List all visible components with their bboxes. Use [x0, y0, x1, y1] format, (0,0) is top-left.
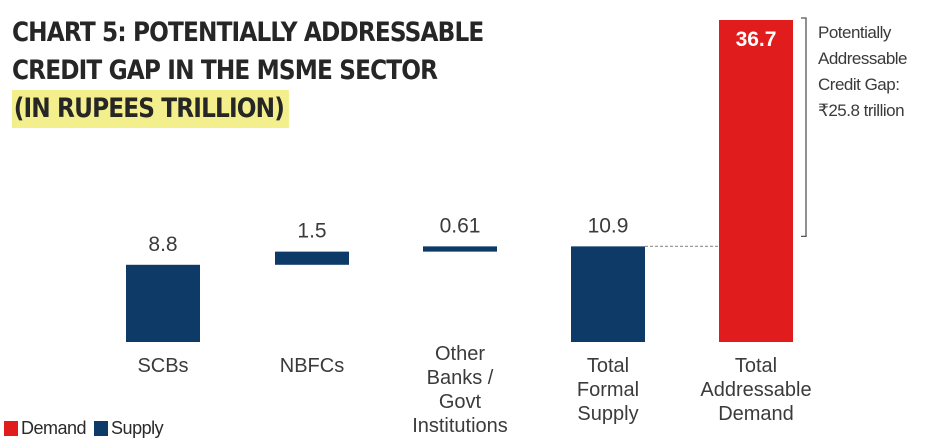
category-label-3-0: Total: [587, 355, 629, 377]
value-label-1: 1.5: [297, 220, 326, 243]
annotation-line-1: Potentially: [818, 23, 891, 42]
bar-3: [571, 246, 645, 342]
legend-label-supply: Supply: [111, 418, 164, 438]
category-label-4-0: Total: [735, 355, 777, 377]
legend-item-supply: Supply: [94, 418, 164, 439]
category-label-0-0: SCBs: [137, 355, 188, 377]
value-label-4: 36.7: [736, 28, 777, 51]
bar-1: [275, 251, 349, 265]
category-label-3-2: Supply: [577, 403, 638, 425]
annotation-line-4: ₹25.8 trillion: [818, 101, 905, 120]
chart-legend: Demand Supply: [4, 418, 171, 439]
category-label-2-3: Institutions: [412, 415, 508, 437]
category-label-2-2: Govt: [439, 391, 482, 413]
category-label-4-2: Demand: [718, 403, 794, 425]
legend-item-demand: Demand: [4, 418, 87, 439]
category-label-2-1: Banks /: [427, 367, 494, 389]
chart-title-line-2: CREDIT GAP IN THE MSME SECTOR: [12, 55, 438, 86]
credit-gap-annotation: Potentially Addressable Credit Gap: ₹25.…: [818, 20, 928, 124]
annotation-line-2: Addressable: [818, 49, 908, 68]
category-label-2-0: Other: [435, 343, 485, 365]
legend-label-demand: Demand: [21, 418, 87, 438]
bar-2: [423, 246, 497, 252]
bar-4: [719, 20, 793, 342]
chart-title-block: CHART 5: POTENTIALLY ADDRESSABLE CREDIT …: [12, 14, 560, 128]
annotation-line-3: Credit Gap:: [818, 75, 900, 94]
chart-title-line-1: CHART 5: POTENTIALLY ADDRESSABLE: [12, 17, 484, 48]
value-label-3: 10.9: [588, 214, 629, 237]
value-label-2: 0.61: [440, 214, 481, 237]
value-label-0: 8.8: [148, 233, 177, 256]
chart-subtitle-text: (IN RUPEES TRILLION): [12, 90, 290, 128]
category-label-3-1: Formal: [577, 379, 639, 401]
category-label-1-0: NBFCs: [280, 355, 344, 377]
category-label-4-1: Addressable: [700, 379, 811, 401]
chart-subtitle: (IN RUPEES TRILLION): [12, 90, 483, 128]
legend-swatch-demand: [4, 421, 18, 436]
credit-gap-bracket: [801, 17, 807, 238]
legend-swatch-supply: [94, 421, 109, 436]
bar-0: [126, 264, 200, 342]
